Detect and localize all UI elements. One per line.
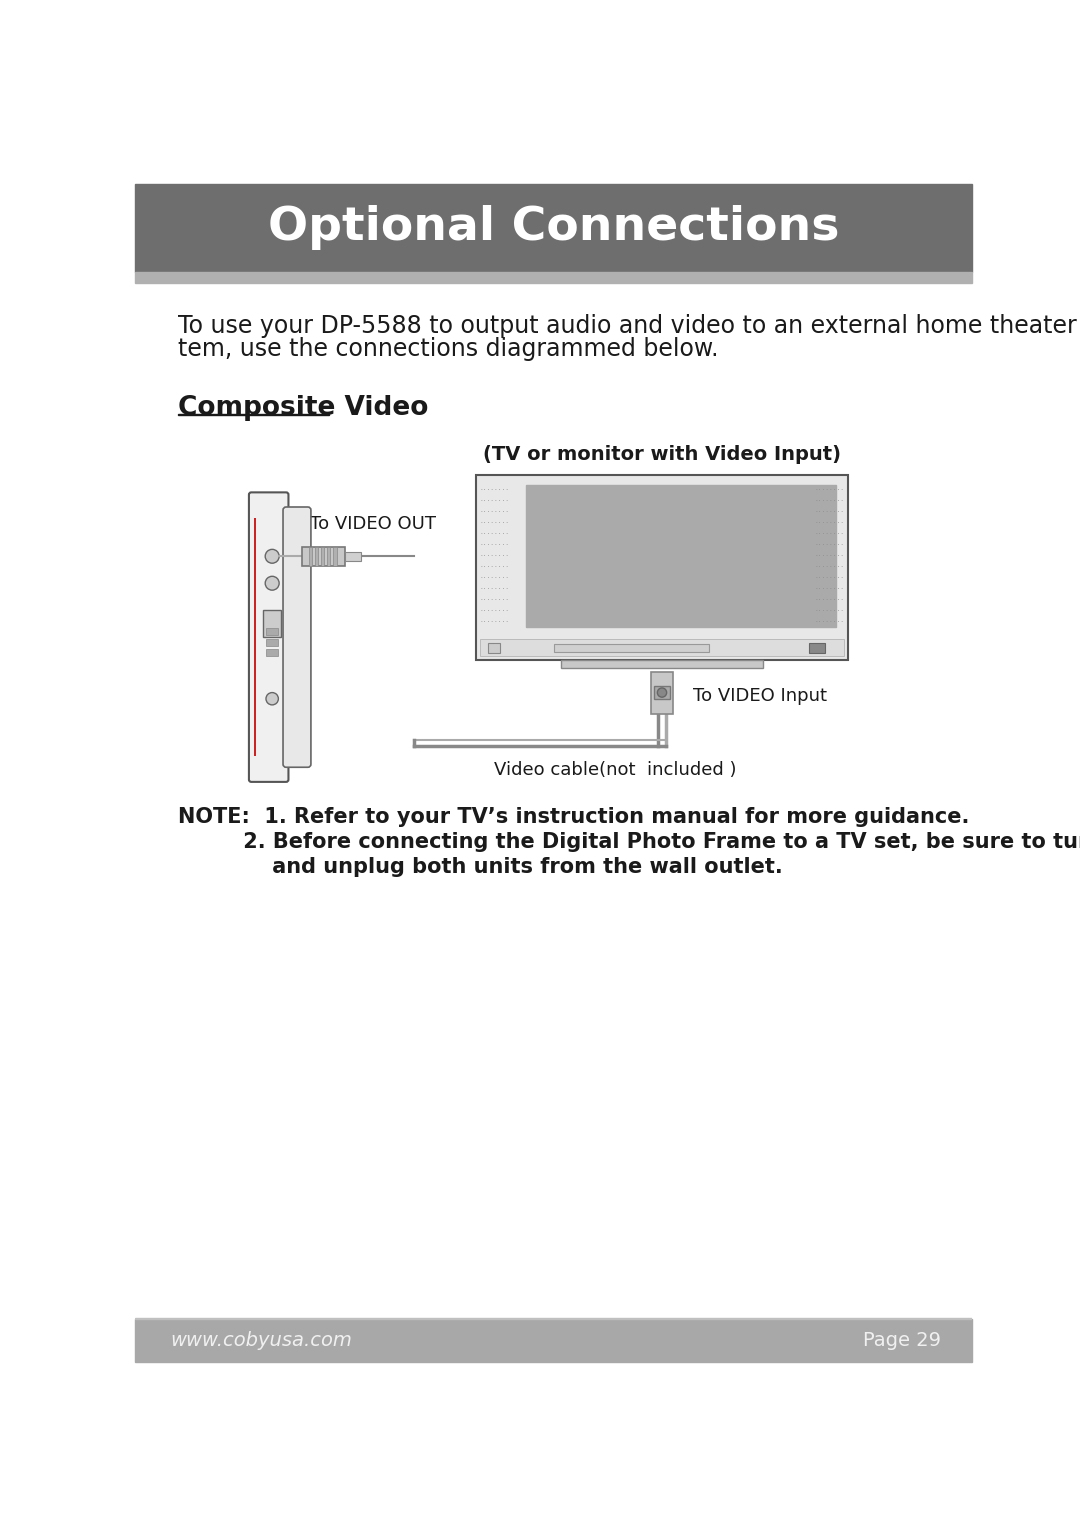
FancyBboxPatch shape: [248, 493, 288, 782]
Text: ........: ........: [814, 508, 845, 513]
Text: To use your DP-5588 to output audio and video to an external home theater sys-: To use your DP-5588 to output audio and …: [177, 314, 1080, 338]
Circle shape: [658, 688, 666, 698]
Bar: [476, 476, 848, 661]
Text: ........: ........: [480, 606, 510, 612]
Text: ........: ........: [814, 618, 845, 623]
FancyBboxPatch shape: [283, 506, 311, 767]
Bar: [327, 548, 330, 566]
Text: ........: ........: [814, 584, 845, 589]
Text: ........: ........: [814, 552, 845, 557]
Bar: [562, 661, 762, 669]
Text: ........: ........: [480, 584, 510, 589]
Circle shape: [266, 577, 279, 591]
Text: 2. Before connecting the Digital Photo Frame to a TV set, be sure to turn the po: 2. Before connecting the Digital Photo F…: [177, 832, 1080, 852]
Text: ........: ........: [480, 563, 510, 568]
Bar: [334, 548, 337, 566]
Bar: [135, 272, 972, 283]
Text: ........: ........: [480, 519, 510, 523]
Text: To VIDEO OUT: To VIDEO OUT: [310, 516, 436, 532]
Bar: [254, 517, 256, 756]
Text: ........: ........: [480, 508, 510, 513]
Bar: [135, 184, 972, 272]
Bar: [345, 552, 361, 562]
Bar: [266, 638, 279, 646]
Bar: [302, 548, 345, 566]
Text: and unplug both units from the wall outlet.: and unplug both units from the wall outl…: [177, 857, 782, 877]
Bar: [654, 687, 670, 699]
Text: ........: ........: [814, 497, 845, 502]
Text: Composite Video: Composite Video: [177, 395, 428, 421]
Text: ........: ........: [480, 540, 510, 546]
Text: ........: ........: [814, 563, 845, 568]
Bar: [488, 643, 500, 653]
Bar: [309, 548, 312, 566]
Text: www.cobyusa.com: www.cobyusa.com: [170, 1331, 352, 1349]
Text: tem, use the connections diagrammed below.: tem, use the connections diagrammed belo…: [177, 337, 718, 361]
Circle shape: [266, 693, 279, 705]
Bar: [314, 548, 318, 566]
Text: NOTE:  1. Refer to your TV’s instruction manual for more guidance.: NOTE: 1. Refer to your TV’s instruction …: [177, 808, 969, 828]
Text: ........: ........: [814, 595, 845, 601]
Circle shape: [266, 549, 279, 563]
Bar: [480, 640, 845, 656]
Text: ........: ........: [480, 552, 510, 557]
Bar: [809, 643, 825, 653]
Bar: [135, 1317, 972, 1319]
Text: ........: ........: [814, 487, 845, 491]
Text: ........: ........: [814, 540, 845, 546]
Text: ........: ........: [814, 529, 845, 536]
Text: ........: ........: [480, 618, 510, 623]
Bar: [266, 627, 279, 635]
Text: Page 29: Page 29: [863, 1331, 941, 1349]
Bar: [554, 644, 708, 652]
Text: (TV or monitor with Video Input): (TV or monitor with Video Input): [483, 445, 841, 464]
Text: ........: ........: [814, 519, 845, 523]
Bar: [321, 548, 324, 566]
Bar: [266, 649, 279, 656]
Bar: [526, 485, 836, 627]
Text: ........: ........: [814, 606, 845, 612]
Text: ........: ........: [480, 497, 510, 502]
Text: ........: ........: [480, 595, 510, 601]
Text: Video cable(not  included ): Video cable(not included ): [495, 760, 737, 779]
Bar: [262, 610, 282, 636]
Text: ........: ........: [480, 487, 510, 491]
Bar: [135, 1319, 972, 1362]
Bar: [177, 413, 328, 415]
Text: ........: ........: [480, 574, 510, 578]
Text: Optional Connections: Optional Connections: [268, 205, 839, 251]
Text: To VIDEO Input: To VIDEO Input: [693, 687, 827, 705]
Text: ........: ........: [480, 529, 510, 536]
Bar: [651, 672, 673, 715]
Text: ........: ........: [814, 574, 845, 578]
